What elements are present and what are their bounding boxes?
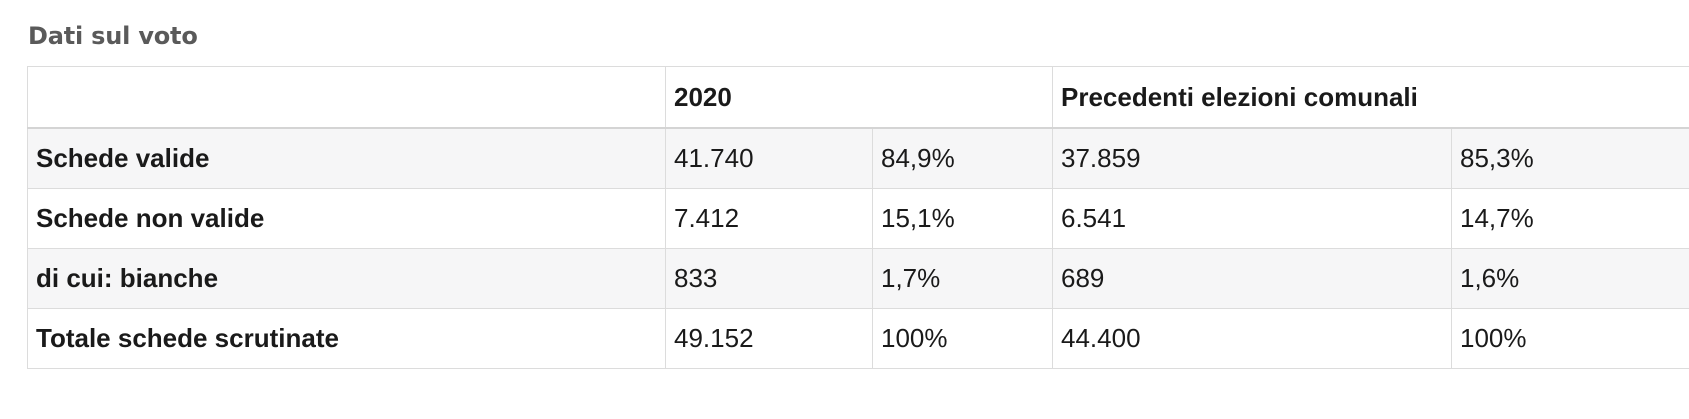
row-label: Schede valide: [27, 127, 666, 189]
value-2020: 49.152: [665, 308, 873, 369]
section-title: Dati sul voto: [28, 22, 198, 50]
percent-2020: 84,9%: [872, 127, 1053, 189]
percent-2020: 15,1%: [872, 188, 1053, 249]
value-2020: 41.740: [665, 127, 873, 189]
table-row: Totale schede scrutinate 49.152 100% 44.…: [27, 308, 1689, 369]
percent-2020: 100%: [872, 308, 1053, 369]
vote-data-table: 2020 Precedenti elezioni comunali Schede…: [27, 66, 1689, 369]
percent-previous: 14,7%: [1450, 188, 1689, 249]
value-2020: 7.412: [665, 188, 873, 249]
value-previous: 37.859: [1052, 127, 1452, 189]
table-row: Schede valide 41.740 84,9% 37.859 85,3%: [27, 127, 1689, 189]
row-label: Schede non valide: [27, 188, 666, 249]
row-label: di cui: bianche: [27, 248, 666, 309]
row-label: Totale schede scrutinate: [27, 308, 666, 369]
value-previous: 689: [1052, 248, 1452, 309]
value-2020: 833: [665, 248, 873, 309]
percent-2020: 1,7%: [872, 248, 1053, 309]
header-year-2020: 2020: [665, 66, 1053, 129]
value-previous: 44.400: [1052, 308, 1452, 369]
percent-previous: 1,6%: [1450, 248, 1689, 309]
table-row: di cui: bianche 833 1,7% 689 1,6%: [27, 248, 1689, 309]
table-header-row: 2020 Precedenti elezioni comunali: [27, 66, 1689, 129]
percent-previous: 100%: [1450, 308, 1689, 369]
value-previous: 6.541: [1052, 188, 1452, 249]
header-previous-elections: Precedenti elezioni comunali: [1051, 66, 1689, 129]
header-label-cell: [27, 66, 666, 129]
table-row: Schede non valide 7.412 15,1% 6.541 14,7…: [27, 188, 1689, 249]
percent-previous: 85,3%: [1450, 127, 1689, 189]
